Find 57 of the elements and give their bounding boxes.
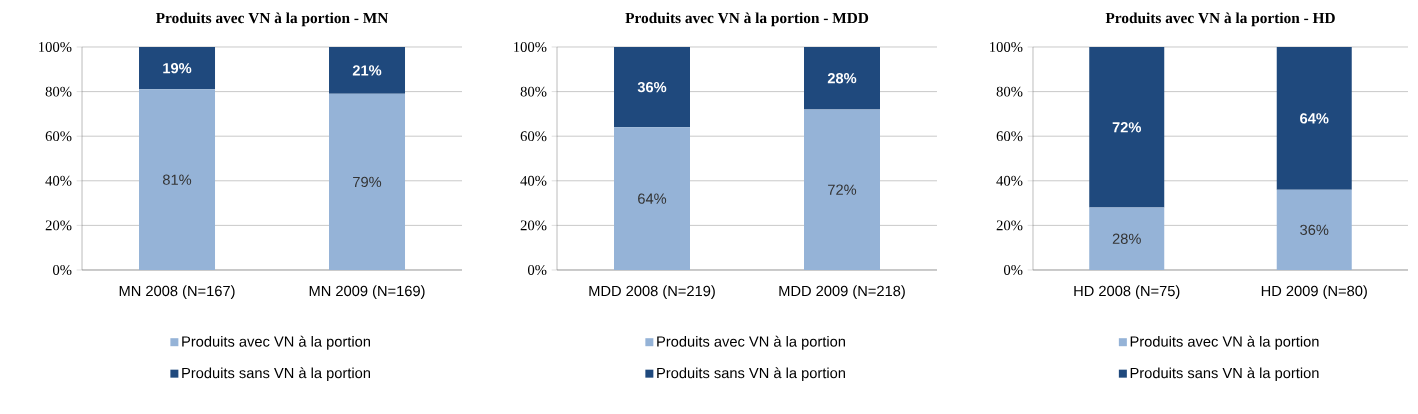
bar [139,47,216,90]
legend-label: Produits avec VN à la portion [657,335,845,350]
y-tick-label: 20% [996,220,1023,231]
data-label: 64% [638,193,667,204]
bar [1089,47,1165,208]
y-tick-label: 80% [45,86,72,97]
bar [329,93,406,270]
y-tick-label: 40% [996,175,1023,186]
bar [804,109,880,270]
data-label: 81% [162,174,192,185]
legend-label: Produits avec VN à la portion [1130,335,1319,350]
bar [804,47,880,110]
bar [329,47,406,94]
y-tick-label: 100% [990,42,1023,52]
x-tick-label: MN 2008 (N=167) [119,285,235,300]
chart-title: Produits avec VN à la portion - HD [1105,12,1335,27]
y-tick-label: 0% [1003,265,1023,275]
y-tick-label: 0% [52,265,72,275]
data-label: 64% [1300,113,1329,124]
chart-title: Produits avec VN à la portion - MN [155,12,389,27]
x-tick-label: MDD 2008 (N=219) [589,285,715,300]
x-tick-label: MDD 2009 (N=218) [779,285,905,300]
data-label: 28% [1112,233,1141,244]
y-tick-label: 20% [520,220,547,231]
x-tick-label: MN 2009 (N=169) [309,285,425,300]
y-tick-label: 100% [514,42,547,52]
data-label: 79% [353,176,382,188]
legend-label: Produits sans VN à la portion [657,367,845,382]
legend-label: Produits sans VN à la portion [1130,367,1319,382]
y-tick-label: 100% [39,42,72,52]
bar [614,47,690,128]
bar [1276,189,1352,270]
x-tick-label: HD 2008 (N=75) [1074,285,1180,300]
data-label: 19% [163,63,192,74]
legend-label: Produits sans VN à la portion [182,367,370,382]
y-tick-label: 0% [527,265,547,275]
y-tick-label: 80% [520,86,547,97]
y-tick-label: 40% [45,175,72,186]
y-tick-label: 60% [996,131,1023,142]
x-tick-label: HD 2009 (N=80) [1261,285,1367,300]
y-tick-label: 60% [520,131,547,142]
y-tick-label: 60% [45,131,72,142]
y-tick-label: 20% [45,220,72,231]
bar [1276,47,1352,190]
legend-label: Produits avec VN à la portion [182,335,370,350]
y-tick-label: 40% [520,175,547,186]
data-label: 28% [827,73,857,84]
chart-title: Produits avec VN à la portion - MDD [625,12,869,27]
bar [614,127,690,270]
bar [1089,207,1165,270]
data-label: 36% [637,81,667,93]
data-label: 72% [1112,122,1142,133]
data-label: 21% [352,65,382,76]
bar [139,89,216,270]
data-label: 36% [1300,224,1329,236]
data-label: 72% [828,184,857,195]
y-tick-label: 80% [996,86,1023,97]
